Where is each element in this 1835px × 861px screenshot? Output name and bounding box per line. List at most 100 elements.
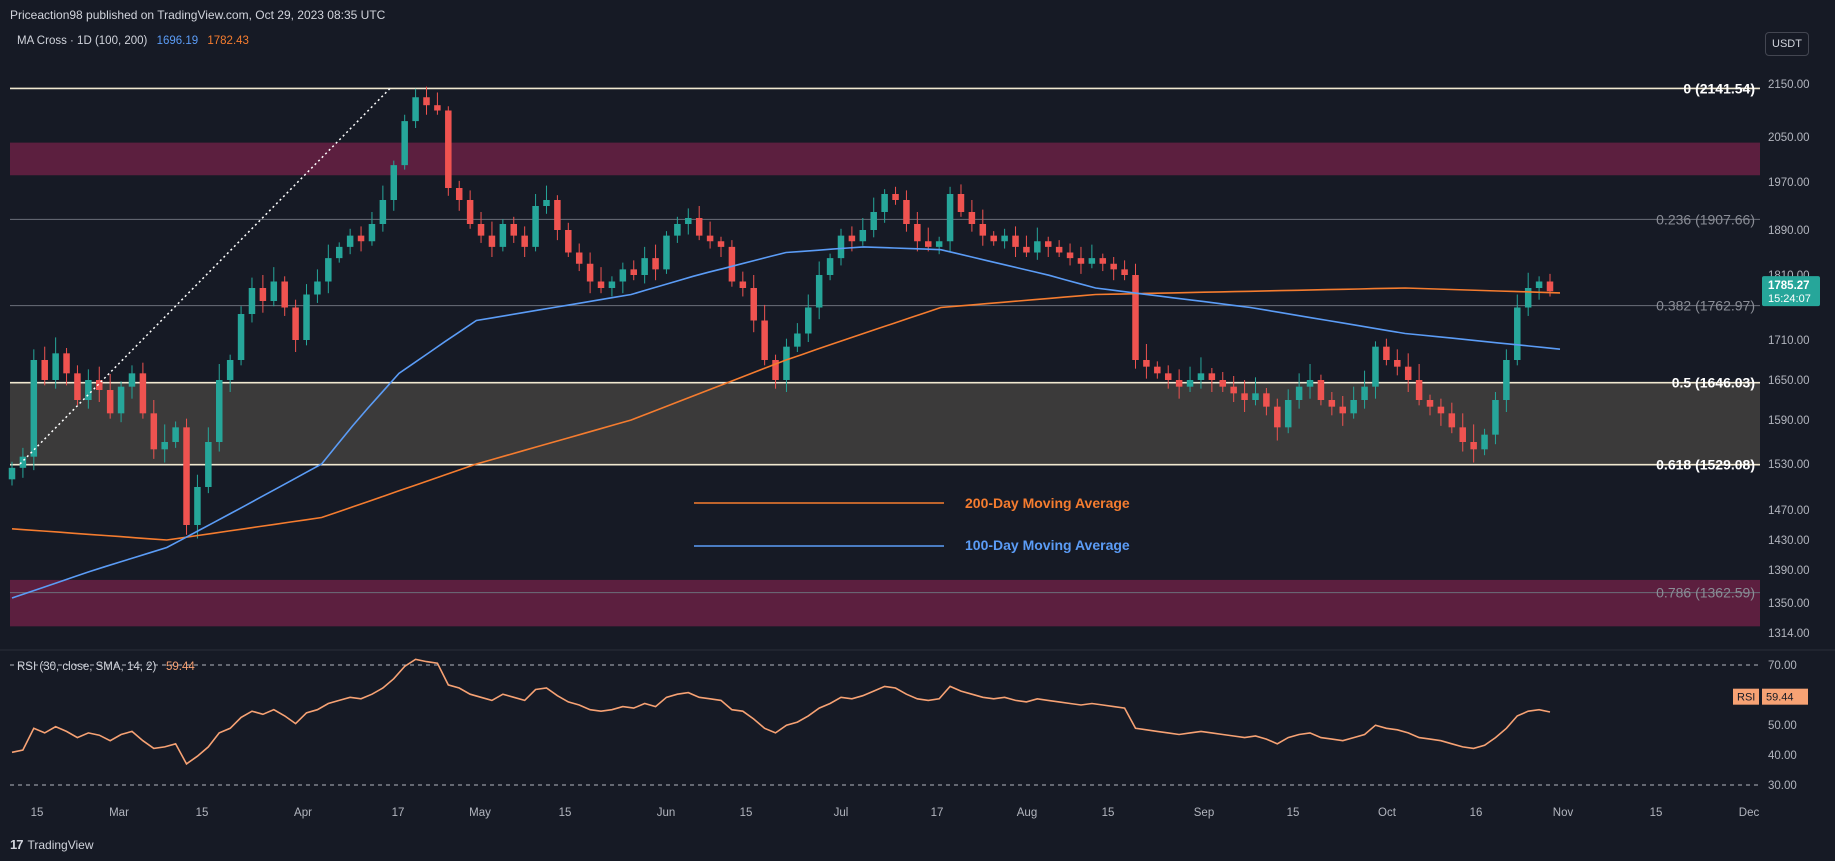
- candle-body: [1077, 258, 1085, 264]
- time-tick-label: 15: [1102, 807, 1115, 819]
- footer-brand[interactable]: 17 TradingView: [10, 837, 94, 852]
- candle-body: [1023, 246, 1030, 253]
- candle-body: [685, 218, 692, 224]
- candle-body: [1110, 263, 1117, 270]
- time-tick-label: 17: [392, 807, 405, 819]
- time-tick-label: Oct: [1378, 807, 1397, 819]
- candle-body: [1415, 380, 1423, 400]
- candle-body: [161, 442, 168, 450]
- candle-body: [892, 194, 899, 200]
- candle-body: [772, 360, 779, 380]
- candle-body: [1121, 269, 1128, 275]
- candle-body: [1339, 406, 1347, 414]
- price-tick-label: 2050.00: [1768, 132, 1810, 144]
- time-tick-label: 15: [1287, 807, 1300, 819]
- price-tick-label: 1470.00: [1768, 505, 1810, 517]
- candle-body: [1372, 346, 1379, 387]
- candle-body: [750, 288, 757, 321]
- candle-body: [1099, 258, 1107, 264]
- candle-body: [314, 281, 321, 295]
- candle-body: [1426, 400, 1434, 407]
- candle-body: [717, 241, 725, 247]
- time-tick-label: Aug: [1017, 807, 1037, 819]
- candle-body: [150, 413, 158, 450]
- candle-body: [532, 206, 539, 247]
- candle-body: [848, 235, 856, 242]
- price-tick-label: 1350.00: [1768, 598, 1810, 610]
- indicator-legend: MA Cross · 1D (100, 200) 1696.19 1782.43: [17, 35, 255, 47]
- price-tick-label: 1650.00: [1768, 375, 1810, 387]
- candle-body: [1055, 246, 1063, 253]
- candle-body: [1448, 413, 1456, 428]
- fib-label: 0.236 (1907.66): [1656, 211, 1755, 227]
- candle-body: [85, 380, 92, 400]
- candle-body: [259, 288, 267, 301]
- candle-body: [1284, 400, 1292, 428]
- candle-body: [706, 235, 714, 242]
- candle-body: [914, 224, 921, 242]
- candle-body: [630, 269, 637, 275]
- candle-body: [1197, 373, 1205, 380]
- candle-body: [805, 307, 812, 334]
- header-bar: Priceaction98 published on TradingView.c…: [0, 0, 1835, 30]
- fib-label: 0.5 (1646.03): [1672, 375, 1755, 391]
- candle-body: [1514, 307, 1521, 360]
- candle-body: [935, 241, 943, 247]
- rsi-value-tag: [1762, 688, 1808, 705]
- candle-body: [695, 218, 703, 236]
- candle-body: [575, 252, 583, 264]
- candle-body: [379, 200, 387, 224]
- candle-body: [1459, 427, 1466, 442]
- ma200-line: [11, 287, 1561, 541]
- candle-body: [826, 258, 834, 275]
- candle-body: [1470, 442, 1477, 450]
- currency-button[interactable]: USDT: [1765, 32, 1809, 56]
- candle-body: [226, 360, 234, 380]
- price-tick-label: 1390.00: [1768, 565, 1810, 577]
- candle-body: [1132, 275, 1139, 360]
- candle-body: [1230, 386, 1237, 394]
- candle-body: [663, 235, 670, 270]
- candle-body: [565, 230, 572, 253]
- candle-body: [477, 224, 485, 236]
- candle-body: [1503, 360, 1510, 400]
- candle-body: [303, 294, 310, 340]
- indicator-value-ma200: 1782.43: [207, 35, 249, 47]
- candle-body: [619, 269, 627, 282]
- candle-body: [1524, 288, 1532, 308]
- candle-body: [1164, 373, 1172, 380]
- candle-body: [761, 320, 768, 360]
- candle-body: [74, 373, 81, 400]
- time-tick-label: Nov: [1553, 807, 1574, 819]
- candle-body: [1066, 252, 1074, 259]
- candle-body: [499, 224, 507, 247]
- time-tick-label: May: [469, 807, 491, 819]
- candle-body: [1154, 366, 1161, 374]
- price-tag-value: 1785.27: [1768, 280, 1810, 292]
- price-tag: [1762, 276, 1820, 307]
- time-tick-label: Mar: [109, 807, 129, 819]
- candle-body: [957, 194, 965, 212]
- price-tick-label: 1590.00: [1768, 415, 1810, 427]
- indicator-name: MA Cross · 1D (100, 200): [17, 35, 148, 47]
- price-tag-countdown: 15:24:07: [1768, 293, 1811, 305]
- candle-body: [390, 165, 398, 200]
- time-tick-label: 15: [31, 807, 44, 819]
- fib-label: 0.618 (1529.08): [1656, 457, 1755, 473]
- candle-body: [1437, 406, 1445, 414]
- rsi-tick-label: 50.00: [1768, 720, 1797, 732]
- time-tick-label: 15: [559, 807, 572, 819]
- candle-body: [1306, 380, 1314, 387]
- price-tick-label: 1430.00: [1768, 535, 1810, 547]
- candle-body: [652, 258, 659, 270]
- resistance-zone: [10, 142, 1760, 176]
- candle-body: [357, 235, 365, 242]
- candle-body: [1034, 241, 1041, 253]
- candle-body: [1404, 366, 1412, 380]
- candle-body: [30, 360, 38, 457]
- candle-body: [117, 386, 125, 414]
- rsi-tick-label: 30.00: [1768, 780, 1797, 792]
- candle-body: [1263, 393, 1270, 407]
- candle-body: [128, 373, 136, 387]
